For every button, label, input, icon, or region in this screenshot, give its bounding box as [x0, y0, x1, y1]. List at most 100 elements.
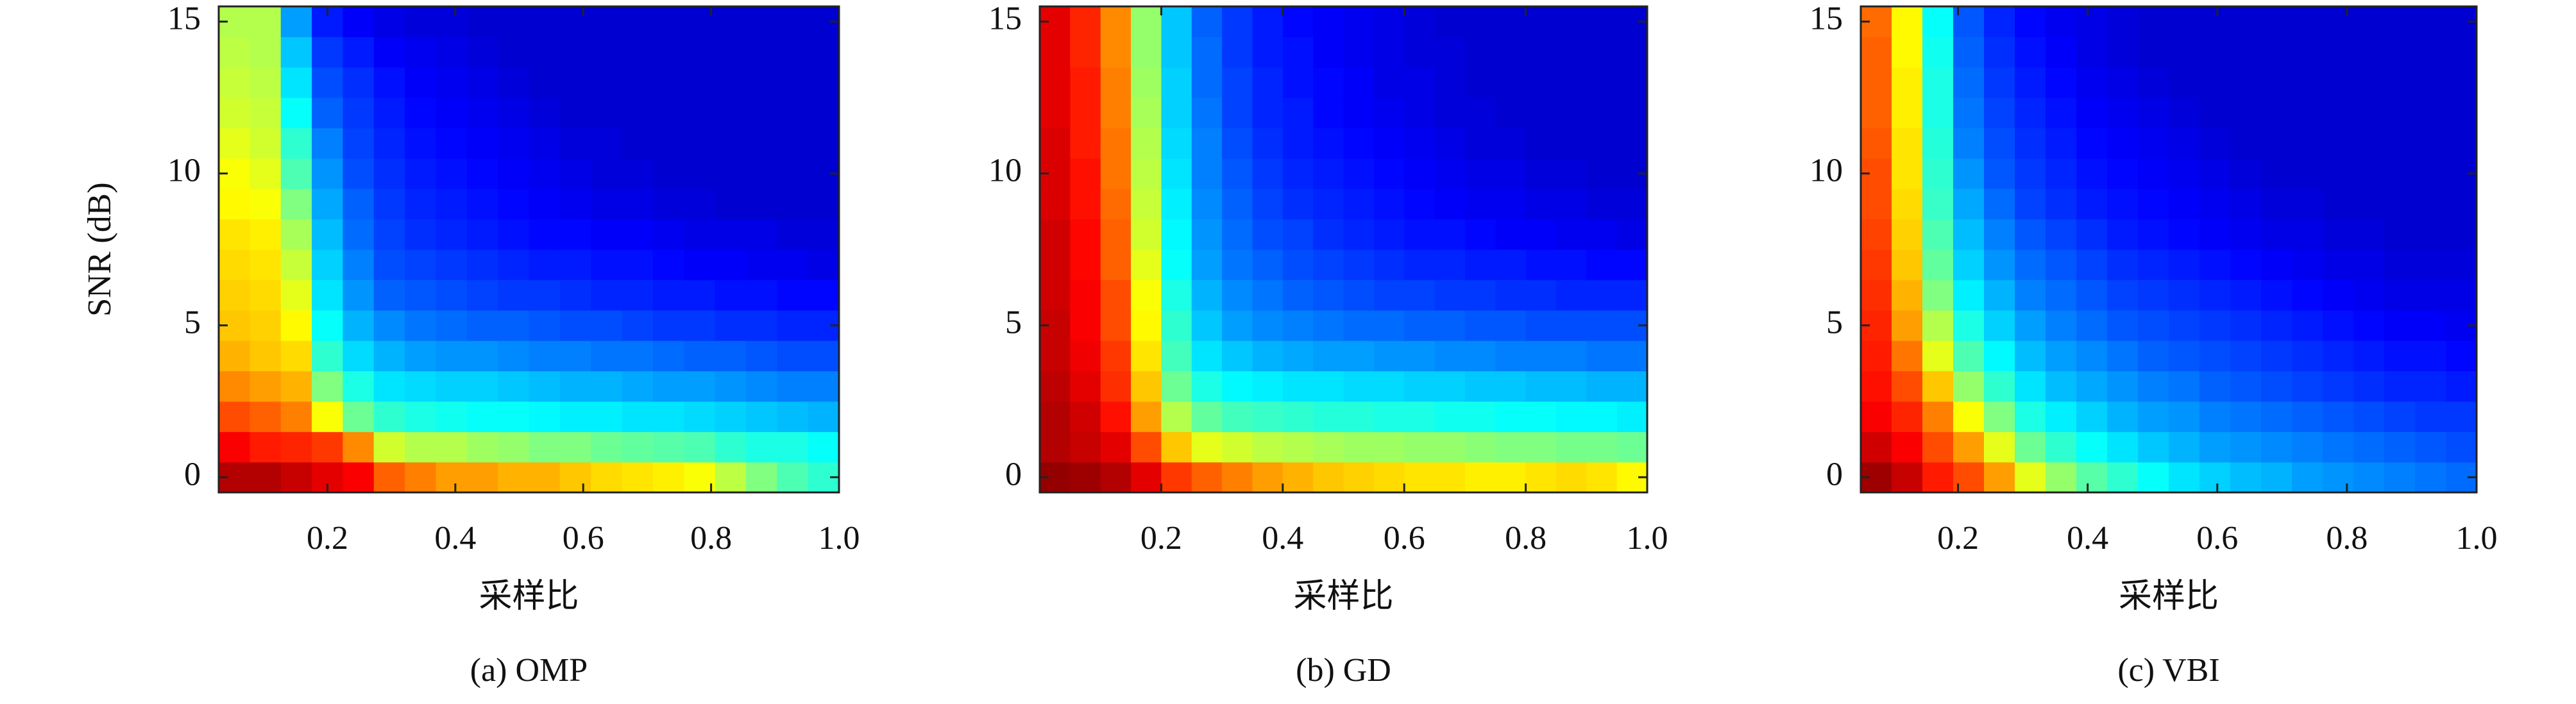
heatmap-cell	[2261, 310, 2292, 341]
heatmap-cell	[622, 340, 654, 372]
heatmap-cell	[312, 97, 343, 129]
heatmap-cell	[684, 219, 716, 250]
heatmap-cell	[1191, 280, 1223, 311]
heatmap-cell	[745, 401, 777, 432]
heatmap-cell	[436, 189, 468, 220]
heatmap-cell	[2076, 128, 2108, 159]
heatmap-cell	[436, 97, 468, 129]
heatmap-cell	[777, 249, 809, 280]
heatmap-cell	[684, 401, 716, 432]
heatmap-cell	[1404, 340, 1436, 372]
heatmap-cell	[529, 280, 561, 311]
heatmap-cell	[1282, 67, 1314, 98]
heatmap-cell	[715, 371, 747, 402]
heatmap-cell	[250, 189, 282, 220]
heatmap-cell	[715, 280, 747, 311]
heatmap-cell	[1191, 97, 1223, 129]
heatmap-cell	[2169, 128, 2200, 159]
heatmap-cell	[1313, 310, 1344, 341]
heatmap-cell	[2046, 37, 2077, 68]
heatmap-cell	[1161, 6, 1192, 37]
heatmap-cell	[2446, 97, 2477, 129]
heatmap-cell	[219, 189, 250, 220]
heatmap-cell	[1922, 37, 1954, 68]
heatmap-cell	[250, 37, 282, 68]
heatmap-cell	[715, 310, 747, 341]
heatmap-cell	[2107, 37, 2139, 68]
heatmap-cell	[591, 189, 623, 220]
heatmap-cell	[1525, 219, 1557, 250]
heatmap-cell	[373, 340, 405, 372]
heatmap-cell	[1191, 67, 1223, 98]
heatmap-cell	[1313, 37, 1344, 68]
heatmap-cell	[2138, 340, 2169, 372]
heatmap-cell	[2353, 249, 2385, 280]
heatmap-cell	[1464, 67, 1496, 98]
heatmap-cell	[1984, 280, 2015, 311]
heatmap-cell	[1434, 158, 1466, 189]
heatmap-cell	[466, 401, 498, 432]
heatmap-cell	[1070, 340, 1101, 372]
heatmap-cell	[1313, 462, 1344, 493]
heatmap-cell	[2384, 432, 2416, 463]
heatmap-cell	[2292, 280, 2323, 311]
x-tick-label: 0.6	[563, 520, 604, 557]
heatmap-cell	[559, 37, 591, 68]
heatmap-cell	[1555, 97, 1587, 129]
heatmap-cell	[1984, 462, 2015, 493]
heatmap-cell	[312, 67, 343, 98]
heatmap-cell	[2138, 310, 2169, 341]
heatmap-cell	[1252, 128, 1284, 159]
heatmap-cell	[2199, 249, 2231, 280]
heatmap-cell	[1373, 67, 1405, 98]
heatmap-cell	[808, 128, 840, 159]
heatmap-cell	[1586, 219, 1618, 250]
heatmap-cell	[1040, 249, 1071, 280]
heatmap-cell	[559, 401, 591, 432]
heatmap-cell	[2076, 6, 2108, 37]
heatmap-cell	[1282, 219, 1314, 250]
heatmap-cell	[2292, 128, 2323, 159]
heatmap-cell	[1922, 249, 1954, 280]
heatmap-cell	[1222, 219, 1253, 250]
heatmap-cell	[1434, 340, 1466, 372]
heatmap-cell	[219, 401, 250, 432]
heatmap-cell	[745, 462, 777, 493]
heatmap-cell	[591, 249, 623, 280]
heatmap-cell	[343, 219, 375, 250]
x-tick-label: 0.4	[1262, 520, 1303, 557]
heatmap-cell	[529, 310, 561, 341]
heatmap-cell	[1252, 340, 1284, 372]
heatmap-cell	[1922, 462, 1954, 493]
heatmap-cell	[2138, 6, 2169, 37]
heatmap-cell	[1984, 340, 2015, 372]
heatmap-cell	[2199, 128, 2231, 159]
heatmap-cell	[1191, 189, 1223, 220]
heatmap-cell	[1313, 432, 1344, 463]
heatmap-cell	[1191, 219, 1223, 250]
heatmap-cell	[1404, 219, 1436, 250]
heatmap-cell	[2446, 128, 2477, 159]
heatmap-cell	[1222, 67, 1253, 98]
heatmap-cell	[1922, 189, 1954, 220]
heatmap-cell	[1191, 432, 1223, 463]
heatmap-cell	[559, 189, 591, 220]
heatmap-cell	[1464, 158, 1496, 189]
heatmap-cell	[1495, 401, 1527, 432]
heatmap-cell	[2353, 6, 2385, 37]
heatmap-cell	[1373, 158, 1405, 189]
heatmap-cell	[684, 310, 716, 341]
heatmap-cell	[777, 158, 809, 189]
heatmap-cell	[745, 97, 777, 129]
heatmap-cell	[1373, 432, 1405, 463]
heatmap-cell	[343, 249, 375, 280]
heatmap-cell	[1434, 432, 1466, 463]
heatmap-cell	[2292, 432, 2323, 463]
heatmap-cell	[2199, 158, 2231, 189]
heatmap-cell	[466, 340, 498, 372]
heatmap-cell	[373, 310, 405, 341]
heatmap-cell	[1861, 37, 1892, 68]
heatmap-cell	[652, 6, 684, 37]
heatmap-cell	[715, 462, 747, 493]
heatmap-cell	[2046, 67, 2077, 98]
